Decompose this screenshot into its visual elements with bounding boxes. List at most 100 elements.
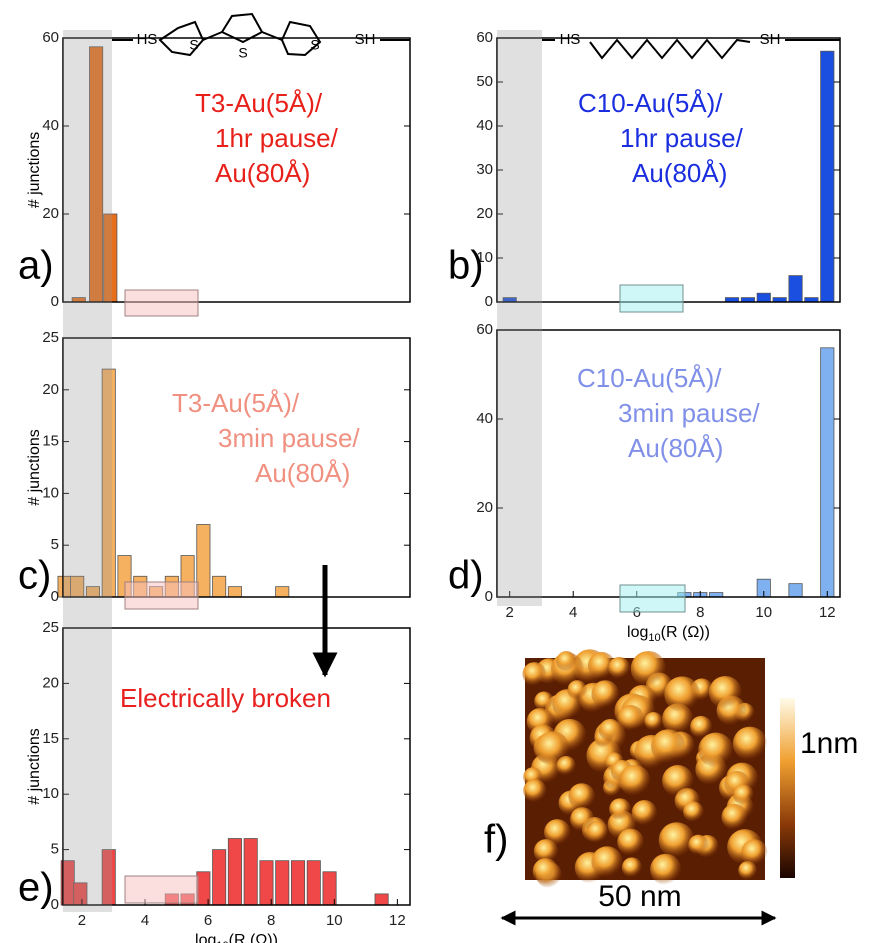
grain bbox=[568, 783, 596, 811]
grain bbox=[532, 858, 559, 885]
grain bbox=[631, 800, 658, 826]
cyan-box bbox=[619, 584, 686, 613]
grain bbox=[619, 764, 651, 797]
grain bbox=[523, 778, 547, 803]
colorbar-label: 1nm bbox=[800, 727, 858, 760]
x-tick-label: 10 bbox=[755, 604, 772, 621]
grain bbox=[599, 718, 623, 742]
y-tick-label: 30 bbox=[476, 161, 493, 178]
y-tick-label: 10 bbox=[42, 785, 59, 802]
y-tick-label: 20 bbox=[42, 674, 59, 691]
grain bbox=[732, 726, 767, 761]
grain bbox=[535, 731, 570, 766]
grain bbox=[708, 675, 742, 709]
y-tick-label: 10 bbox=[42, 484, 59, 501]
bar bbox=[259, 860, 274, 906]
bar bbox=[820, 347, 835, 598]
annotation: T3-Au(5Å)/ bbox=[195, 88, 323, 118]
x-tick-label: 4 bbox=[141, 912, 149, 929]
x-tick-label: 8 bbox=[696, 604, 704, 621]
t3-ring: S bbox=[238, 45, 247, 61]
y-tick-label: 60 bbox=[476, 321, 493, 338]
y-tick-label: 25 bbox=[42, 619, 59, 636]
annotation: Au(80Å) bbox=[215, 158, 310, 188]
c10-right: SH bbox=[760, 31, 781, 48]
grain bbox=[683, 801, 704, 823]
c10-left: HS bbox=[560, 31, 581, 48]
bar bbox=[212, 849, 227, 906]
y-tick-label: 0 bbox=[485, 588, 493, 605]
y-tick-label: 60 bbox=[476, 29, 493, 46]
grain bbox=[522, 662, 547, 687]
bar bbox=[756, 292, 771, 303]
annotation: Electrically broken bbox=[120, 683, 331, 713]
x-axis-label-part: 10 bbox=[216, 940, 228, 943]
bar bbox=[788, 583, 803, 598]
grain bbox=[721, 803, 748, 830]
y-tick-label: 40 bbox=[476, 410, 493, 427]
y-tick-label: 5 bbox=[51, 536, 59, 553]
x-tick-label: 2 bbox=[506, 604, 514, 621]
grain bbox=[591, 846, 623, 878]
annotation: C10-Au(5Å)/ bbox=[578, 88, 723, 118]
t3-right: SH bbox=[355, 31, 376, 48]
x-tick-label: 10 bbox=[326, 912, 343, 929]
y-tick-label: 20 bbox=[42, 381, 59, 398]
x-axis-label-part: 10 bbox=[648, 632, 660, 644]
annotation: T3-Au(5Å)/ bbox=[172, 388, 300, 418]
panel-label: b) bbox=[448, 244, 484, 288]
panel: 051015202524681012log10(R (Ω))# junction… bbox=[18, 619, 411, 943]
bar bbox=[243, 838, 258, 906]
y-tick-label: 15 bbox=[42, 730, 59, 747]
grain bbox=[591, 680, 620, 709]
annotation: Au(80Å) bbox=[632, 158, 727, 188]
grain bbox=[617, 828, 645, 856]
t3-ring: S bbox=[189, 37, 198, 53]
grain bbox=[662, 765, 694, 797]
grain bbox=[556, 650, 577, 672]
bar bbox=[227, 586, 242, 598]
x-axis-label-part: log bbox=[195, 932, 216, 943]
axes-frame bbox=[62, 337, 411, 598]
bar bbox=[212, 575, 227, 598]
y-tick-label: 20 bbox=[42, 205, 59, 222]
x-axis-label-part: (R (Ω)) bbox=[229, 932, 278, 943]
grain bbox=[587, 651, 616, 680]
bar bbox=[374, 893, 389, 906]
grain bbox=[608, 656, 631, 679]
y-tick-label: 15 bbox=[42, 433, 59, 450]
gray-band bbox=[63, 30, 112, 912]
t3-ring: S bbox=[310, 37, 319, 53]
y-tick-label: 10 bbox=[476, 249, 493, 266]
annotation: Au(80Å) bbox=[255, 458, 350, 488]
c10-molecule bbox=[542, 38, 840, 60]
y-tick-label: 5 bbox=[51, 841, 59, 858]
grain bbox=[570, 807, 595, 832]
grain bbox=[533, 839, 559, 864]
gray-band bbox=[497, 30, 542, 606]
colorbar bbox=[780, 698, 795, 878]
grain bbox=[544, 819, 571, 846]
bar bbox=[275, 586, 290, 598]
grain bbox=[644, 712, 663, 731]
annotation: 3min pause/ bbox=[618, 398, 760, 428]
pink-box bbox=[124, 581, 199, 610]
y-tick-label: 60 bbox=[42, 29, 59, 46]
bar bbox=[227, 838, 242, 906]
y-tick-label: 20 bbox=[476, 205, 493, 222]
grain bbox=[658, 822, 695, 859]
grain bbox=[738, 861, 758, 880]
panel-label: c) bbox=[18, 554, 51, 598]
panel: 0 10 20 30 40 50 60 C10-Au(5Å)/ 1hr pause/Au(80Å… bbox=[448, 29, 841, 310]
afm-image bbox=[522, 649, 768, 888]
grain bbox=[688, 834, 709, 855]
t3-molecule bbox=[112, 12, 410, 57]
y-tick-label: 0 bbox=[51, 293, 59, 310]
grain bbox=[690, 715, 713, 739]
y-tick-label: 0 bbox=[485, 293, 493, 310]
pink-box bbox=[124, 289, 199, 317]
cyan-box bbox=[619, 284, 684, 313]
annotation: Au(80Å) bbox=[628, 433, 723, 463]
